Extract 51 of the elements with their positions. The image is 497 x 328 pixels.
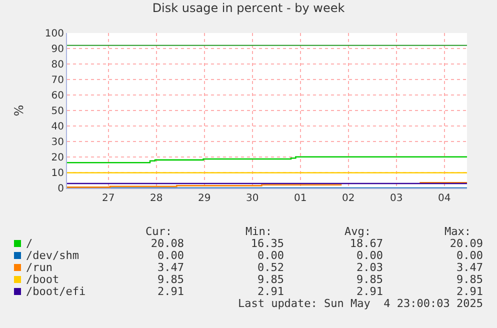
text: 9.85 [158, 273, 184, 286]
legend-label: /run [26, 261, 52, 274]
legend-label: /boot [26, 273, 60, 286]
y-tick-label: 70 [51, 75, 64, 86]
text: Avg: [344, 225, 371, 238]
text: 2.03 [356, 261, 383, 274]
y-tick-label: 40 [51, 122, 64, 132]
x-tick-label: 02 [342, 193, 355, 204]
text: Min: [246, 225, 272, 238]
text: 0.00 [158, 249, 184, 262]
text: 9.85 [356, 273, 383, 286]
text: Last update: Sun May 4 23:00:03 2025 [238, 297, 483, 310]
text: 3.47 [158, 261, 184, 274]
x-tick-label: 04 [438, 193, 451, 204]
text: 2.91 [356, 285, 383, 298]
text: 18.67 [350, 237, 383, 250]
text: 16.35 [250, 237, 284, 250]
text: 0.52 [258, 261, 284, 274]
text: Cur: [146, 225, 172, 238]
legend-label: /boot/efi [26, 285, 86, 298]
x-tick-label: 01 [294, 193, 307, 204]
x-tick-label: 27 [102, 193, 115, 204]
y-tick-label: 100 [44, 28, 64, 40]
text: 3.47 [456, 261, 483, 274]
y-tick-label: 60 [51, 90, 64, 102]
text: 0.00 [258, 249, 284, 262]
text: 9.85 [456, 273, 483, 286]
y-tick-label: 30 [51, 137, 64, 148]
y-tick-label: 10 [51, 168, 64, 179]
legend-label: / [26, 237, 33, 250]
text: Max: [444, 225, 471, 238]
text: 20.09 [450, 237, 483, 250]
text: 2.91 [456, 285, 483, 298]
chart-title: Disk usage in percent - by week [152, 0, 345, 15]
text: 0.00 [456, 249, 483, 262]
y-tick-label: 90 [51, 44, 64, 55]
y-tick-label: 20 [51, 152, 64, 164]
x-tick-label: 03 [390, 193, 403, 204]
y-axis-title: % [12, 104, 26, 116]
x-tick-label: 28 [150, 193, 163, 204]
x-tick-label: 29 [198, 193, 211, 204]
text: 20.08 [150, 237, 184, 250]
text: 2.91 [258, 285, 284, 298]
y-tick-label: 80 [51, 60, 64, 70]
x-tick-label: 30 [246, 193, 259, 204]
y-tick-label: 50 [51, 106, 64, 117]
legend-label: /dev/shm [26, 249, 79, 262]
text: 2.91 [158, 285, 184, 298]
text: 0.00 [356, 249, 383, 262]
text: 9.85 [258, 273, 284, 286]
y-tick-label: 0 [58, 184, 64, 194]
